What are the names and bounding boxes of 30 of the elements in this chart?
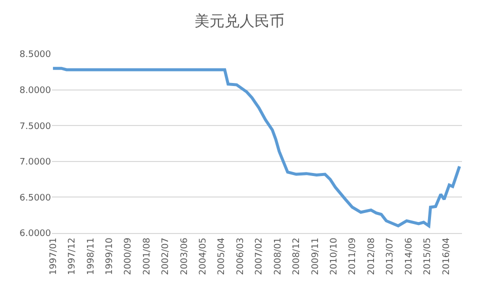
x-tick-label: 2001/08 bbox=[142, 237, 152, 275]
chart-title: 美元兑人民币 bbox=[194, 12, 284, 30]
y-tick-label: 7.5000 bbox=[20, 122, 52, 132]
x-tick-label: 2000/09 bbox=[124, 237, 134, 275]
y-tick-label: 8.0000 bbox=[20, 86, 52, 96]
y-tick-label: 6.0000 bbox=[20, 229, 52, 240]
x-tick-label: 1999/10 bbox=[104, 237, 115, 275]
y-tick-label: 7.0000 bbox=[20, 158, 52, 168]
x-tick-label: 2006/03 bbox=[236, 238, 246, 275]
x-tick-label: 2004/05 bbox=[198, 238, 208, 275]
x-tick-label: 2012/08 bbox=[366, 237, 377, 275]
x-tick-label: 2014/06 bbox=[404, 237, 414, 275]
x-tick-label: 2009/11 bbox=[310, 238, 321, 275]
x-tick-label: 2002/07 bbox=[161, 238, 172, 275]
x-tick-label: 2003/06 bbox=[180, 237, 190, 275]
x-tick-label: 1997/01 bbox=[48, 238, 59, 275]
x-tick-label: 2008/12 bbox=[292, 238, 302, 275]
y-tick-label: 6.5000 bbox=[20, 193, 52, 204]
x-tick-label: 2005/04 bbox=[217, 237, 228, 275]
x-tick-label: 2013/07 bbox=[386, 238, 396, 275]
x-tick-label: 2008/01 bbox=[273, 238, 284, 275]
y-tick-label: 8.5000 bbox=[20, 50, 52, 60]
x-tick-label: 1997/12 bbox=[68, 238, 78, 275]
x-tick-label: 2015/05 bbox=[422, 238, 433, 275]
line-series bbox=[52, 66, 461, 228]
x-tick-label: 2016/04 bbox=[442, 237, 452, 275]
x-tick-label: 2007/02 bbox=[254, 238, 265, 275]
x-tick-label: 2010/10 bbox=[329, 237, 340, 275]
x-tick-label: 1998/11 bbox=[86, 238, 96, 275]
x-tick-label: 2011/09 bbox=[348, 237, 358, 275]
